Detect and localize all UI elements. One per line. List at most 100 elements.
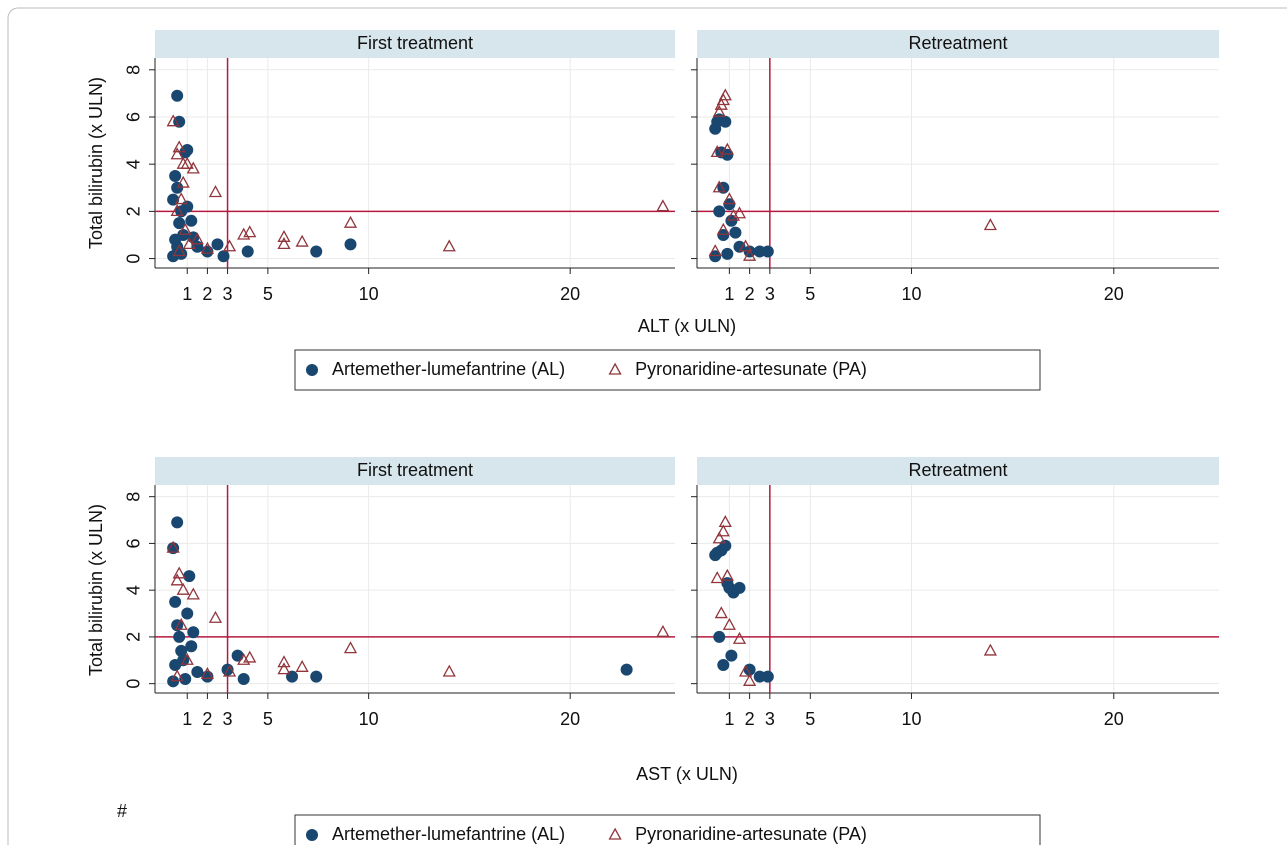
al-point	[179, 672, 192, 685]
legend-marker	[306, 829, 318, 841]
pa-point	[178, 222, 192, 235]
y-tick-label: 8	[124, 65, 144, 75]
y-tick-label: 6	[124, 538, 144, 548]
pa-point	[186, 587, 200, 600]
pa-point	[718, 88, 732, 101]
al-point	[237, 672, 250, 685]
pa-point	[172, 244, 186, 257]
al-point	[167, 542, 180, 555]
strip	[155, 30, 675, 58]
x-tick-label: 1	[724, 284, 734, 304]
al-point	[167, 675, 180, 688]
pa-point	[277, 237, 291, 250]
pa-point	[716, 524, 730, 537]
x-tick-label: 2	[745, 284, 755, 304]
legend-box	[294, 349, 1041, 391]
pa-point	[166, 540, 180, 553]
pa-point	[170, 573, 184, 586]
pa-point	[277, 229, 291, 242]
pa-point	[708, 244, 722, 257]
al-point	[183, 570, 196, 583]
pa-point	[743, 673, 757, 686]
pa-point	[208, 610, 223, 623]
pa-point	[442, 239, 456, 252]
al-point	[173, 115, 186, 128]
pa-point	[343, 641, 358, 654]
pa-point	[720, 142, 734, 155]
pa-point	[714, 606, 728, 619]
pa-point	[656, 624, 670, 637]
pa-point	[343, 215, 358, 228]
pa-point	[176, 582, 190, 595]
x-tick-label: 2	[745, 709, 755, 729]
al-point	[713, 205, 726, 218]
strip	[697, 457, 1219, 485]
strip	[697, 30, 1219, 58]
pa-point	[710, 145, 724, 158]
panel-title: Retreatment	[908, 460, 1007, 480]
al-point	[733, 581, 746, 594]
al-point	[181, 200, 194, 213]
pa-point	[222, 239, 237, 252]
x-tick-label: 10	[359, 709, 379, 729]
x-tick-label: 1	[182, 709, 192, 729]
x-tick-label: 5	[805, 709, 815, 729]
frame	[7, 7, 1287, 845]
al-point	[217, 250, 230, 263]
al-point	[191, 665, 204, 678]
al-point	[344, 238, 357, 251]
al-point	[171, 181, 184, 194]
al-point	[717, 658, 730, 671]
x-tick-label: 2	[202, 709, 212, 729]
al-point	[169, 233, 182, 246]
al-point	[286, 670, 299, 683]
pa-point	[174, 192, 188, 205]
pa-point	[243, 225, 257, 238]
pa-point	[712, 104, 726, 117]
legend-box	[294, 814, 1041, 845]
pa-point	[720, 568, 734, 581]
pa-point	[732, 206, 747, 219]
al-point	[173, 630, 186, 643]
al-point	[620, 663, 633, 676]
al-point	[721, 247, 734, 260]
pa-point	[710, 571, 724, 584]
al-point	[171, 89, 184, 102]
al-point	[310, 670, 323, 683]
al-point	[231, 649, 244, 662]
legend-marker	[608, 362, 622, 375]
pa-point	[712, 180, 726, 193]
x-tick-label: 10	[359, 284, 379, 304]
y-tick-label: 4	[124, 159, 144, 169]
y-tick-label: 2	[124, 632, 144, 642]
panel-title: First treatment	[357, 460, 473, 480]
al-point	[725, 214, 738, 227]
pa-point	[176, 175, 190, 188]
pa-point	[186, 161, 200, 174]
pa-point	[222, 664, 237, 677]
pa-point	[716, 222, 730, 235]
pa-point	[170, 147, 184, 160]
x-axis-title: ALT (x ULN)	[638, 316, 736, 336]
al-point	[733, 240, 746, 253]
x-tick-label: 3	[765, 284, 775, 304]
x-tick-label: 3	[223, 284, 233, 304]
al-point	[211, 238, 224, 251]
al-point	[185, 640, 198, 653]
legend-label: Pyronaridine-artesunate (PA)	[635, 359, 867, 379]
x-tick-label: 3	[765, 709, 775, 729]
pa-point	[442, 664, 456, 677]
footnote: #	[117, 801, 127, 821]
al-point	[717, 228, 730, 241]
pa-point	[237, 227, 251, 240]
x-tick-label: 10	[901, 709, 921, 729]
pa-point	[180, 156, 194, 169]
y-axis-title: Total bilirubin (x ULN)	[86, 77, 106, 249]
x-tick-label: 20	[1104, 709, 1124, 729]
pa-point	[172, 566, 186, 579]
pa-point	[200, 241, 215, 254]
al-point	[185, 214, 198, 227]
al-point	[721, 148, 734, 161]
